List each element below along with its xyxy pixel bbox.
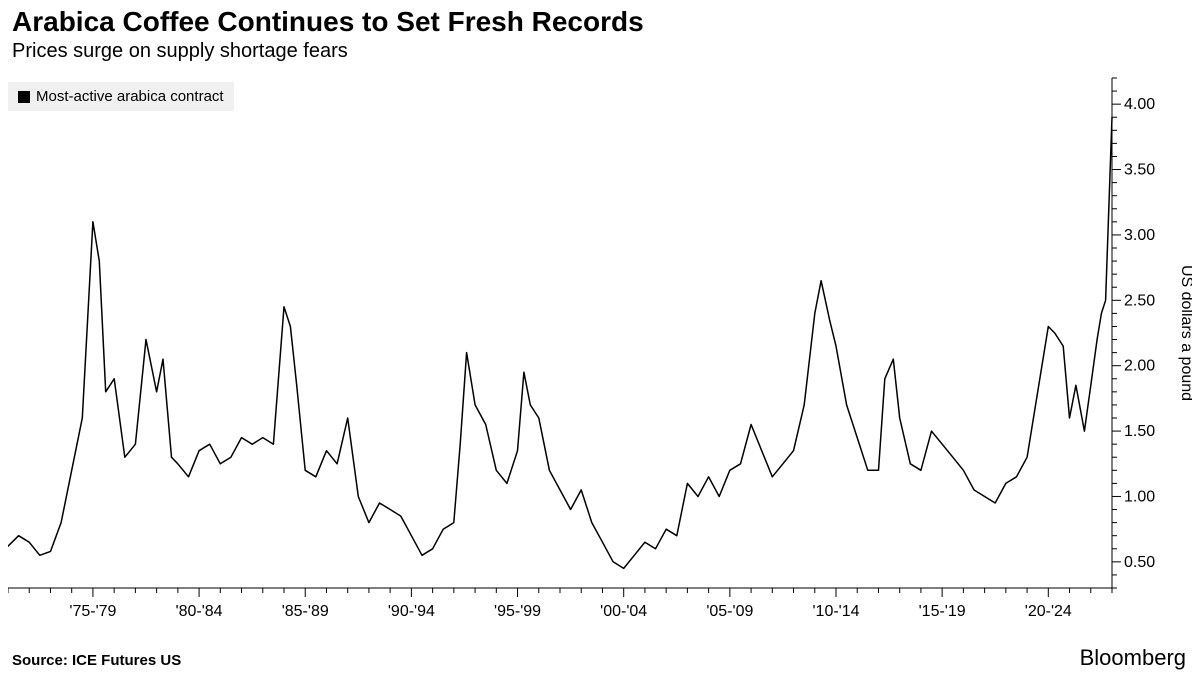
svg-text:1.50: 1.50	[1124, 423, 1155, 440]
svg-text:'00-'04: '00-'04	[600, 603, 647, 620]
line-chart-svg: 0.50 1.00 1.50 2.00 2.50 3.00 3.50 4.00 US dolla…	[8, 72, 1192, 632]
svg-text:'05-'09: '05-'09	[706, 603, 753, 620]
svg-text:0.50: 0.50	[1124, 554, 1155, 571]
svg-text:'75-'79: '75-'79	[69, 603, 116, 620]
svg-text:2.00: 2.00	[1124, 358, 1155, 375]
svg-text:'85-'89: '85-'89	[282, 603, 329, 620]
svg-text:'90-'94: '90-'94	[388, 603, 435, 620]
svg-text:2.50: 2.50	[1124, 292, 1155, 309]
chart-title: Arabica Coffee Continues to Set Fresh Re…	[0, 0, 1200, 38]
svg-text:'80-'84: '80-'84	[176, 603, 223, 620]
svg-text:3.50: 3.50	[1124, 162, 1155, 179]
chart-area: 0.50 1.00 1.50 2.00 2.50 3.00 3.50 4.00 US dolla…	[8, 72, 1192, 632]
brand-label: Bloomberg	[1080, 645, 1186, 671]
svg-text:US dollars a pound: US dollars a pound	[1178, 265, 1192, 401]
svg-text:'15-'19: '15-'19	[919, 603, 966, 620]
source-attribution: Source: ICE Futures US	[12, 652, 181, 669]
chart-subtitle: Prices surge on supply shortage fears	[0, 38, 1200, 67]
svg-text:'10-'14: '10-'14	[812, 603, 859, 620]
svg-text:3.00: 3.00	[1124, 227, 1155, 244]
svg-text:'20-'24: '20-'24	[1025, 603, 1072, 620]
svg-text:4.00: 4.00	[1124, 96, 1155, 113]
svg-text:'95-'99: '95-'99	[494, 603, 541, 620]
svg-text:1.00: 1.00	[1124, 488, 1155, 505]
